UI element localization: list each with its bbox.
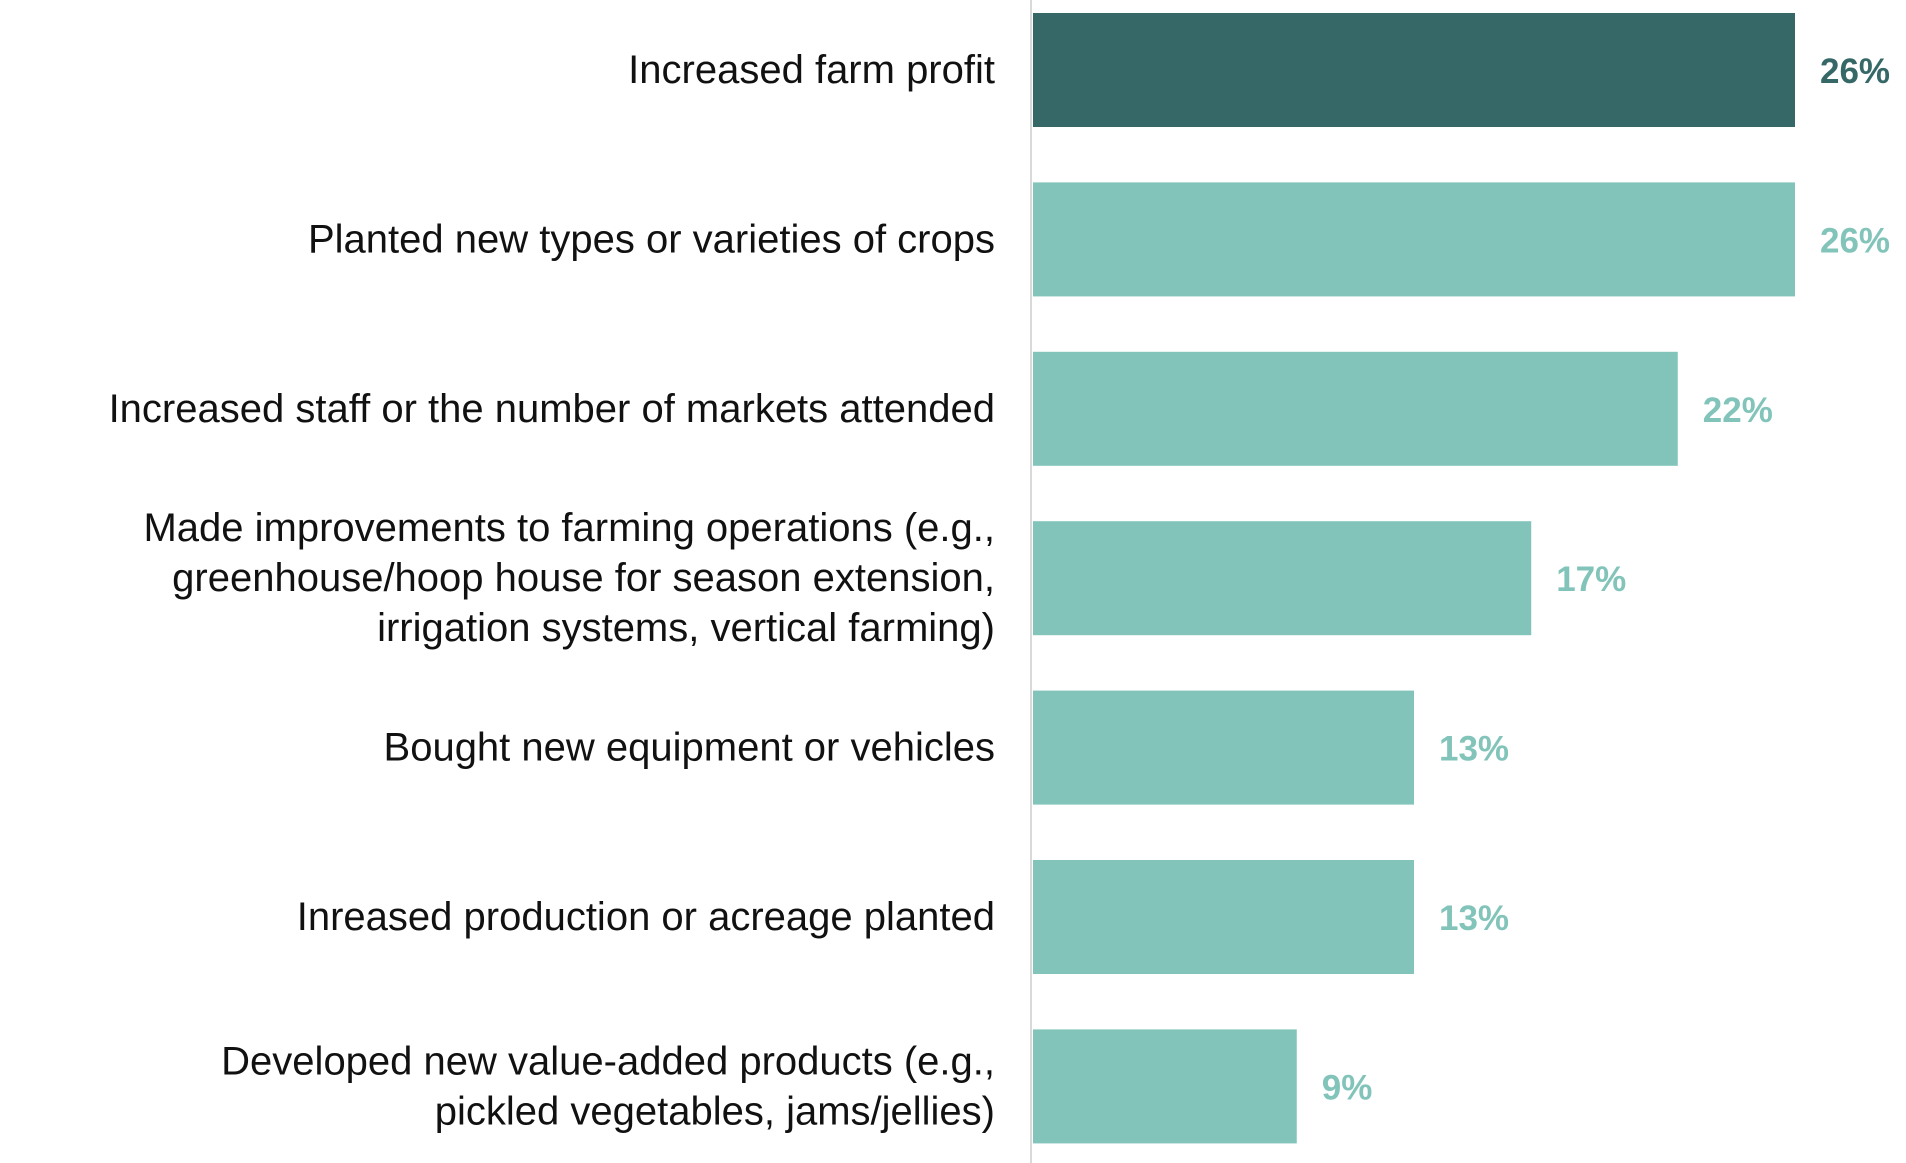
- data-label: 13%: [1439, 899, 1509, 938]
- category-label: Made improvements to farming operations …: [143, 506, 995, 650]
- data-label: 17%: [1556, 560, 1626, 599]
- value-labels-layer: 26% 26% 22% 17% 13% 13% 9%: [1322, 52, 1890, 1107]
- category-label-line: pickled vegetables, jams/jellies): [435, 1089, 995, 1133]
- bar: [1033, 13, 1795, 127]
- bar: [1033, 182, 1795, 297]
- bar: [1033, 521, 1532, 636]
- category-label: Planted new types or varieties of crops: [308, 217, 995, 261]
- data-label: 26%: [1820, 221, 1890, 260]
- category-label-line: Planted new types or varieties of crops: [308, 217, 995, 261]
- category-label-line: Developed new value-added products (e.g.…: [221, 1039, 995, 1083]
- category-label-line: irrigation systems, vertical farming): [377, 606, 995, 650]
- bars-layer: [1033, 13, 1795, 1144]
- data-label: 9%: [1322, 1068, 1373, 1107]
- bar: [1033, 690, 1414, 805]
- data-label: 22%: [1703, 391, 1773, 430]
- category-label: Bought new equipment or vehicles: [384, 726, 995, 770]
- data-label: 13%: [1439, 730, 1509, 769]
- category-label-line: Made improvements to farming operations …: [143, 506, 995, 550]
- category-label: Developed new value-added products (e.g.…: [221, 1039, 995, 1133]
- category-label-line: Increased farm profit: [628, 48, 995, 92]
- category-label: Inreased production or acreage planted: [297, 895, 995, 939]
- category-label-line: Inreased production or acreage planted: [297, 895, 995, 939]
- category-labels-layer: Increased farm profit Planted new types o…: [109, 48, 995, 1133]
- bar: [1033, 351, 1678, 466]
- category-label-line: Increased staff or the number of markets…: [109, 387, 995, 431]
- category-label-line: Bought new equipment or vehicles: [384, 726, 995, 770]
- category-label: Increased staff or the number of markets…: [109, 387, 995, 431]
- category-label-line: greenhouse/hoop house for season extensi…: [172, 556, 995, 600]
- bar: [1033, 1029, 1297, 1144]
- category-label: Increased farm profit: [628, 48, 995, 92]
- data-label: 26%: [1820, 52, 1890, 91]
- bar: [1033, 860, 1414, 974]
